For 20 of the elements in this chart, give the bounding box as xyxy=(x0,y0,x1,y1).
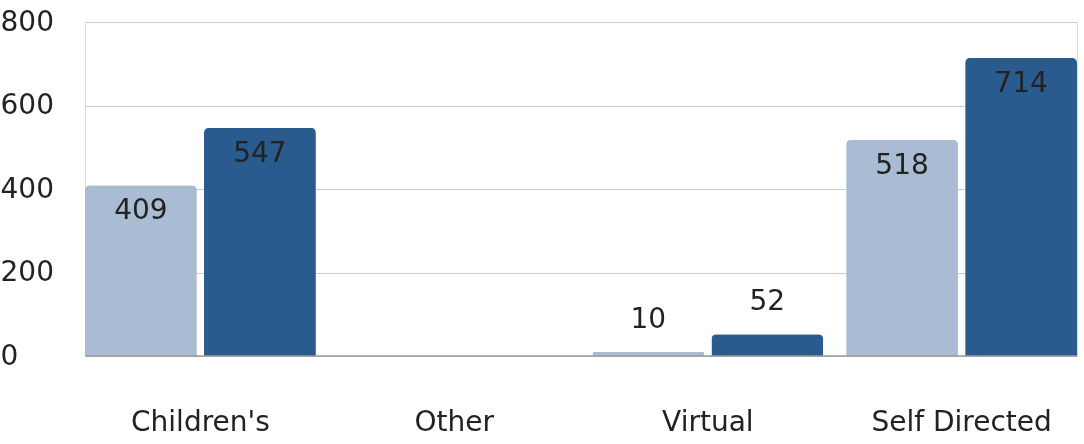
bar xyxy=(85,185,197,356)
x-tick-label: Self Directed xyxy=(871,404,1052,438)
data-label: 409 xyxy=(114,193,168,227)
data-label: 52 xyxy=(749,284,786,318)
y-tick-label: 800 xyxy=(0,4,54,38)
y-tick-label: 600 xyxy=(0,88,54,121)
bar xyxy=(846,139,958,356)
data-label: 10 xyxy=(630,301,667,335)
data-label: 547 xyxy=(233,135,287,169)
y-tick-label: 400 xyxy=(0,171,54,205)
y-tick-label: 0 xyxy=(0,338,19,372)
data-label: 714 xyxy=(994,65,1048,99)
x-tick-label: Other xyxy=(414,404,495,438)
x-tick-label: Children's xyxy=(131,404,270,438)
bar xyxy=(965,57,1077,356)
data-label: 518 xyxy=(875,147,929,181)
bar xyxy=(711,334,824,356)
bar xyxy=(204,127,316,356)
x-tick-label: Virtual xyxy=(662,404,754,438)
y-tick-label: 200 xyxy=(0,255,54,288)
